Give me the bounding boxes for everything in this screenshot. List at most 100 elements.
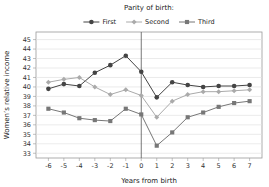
data-point (62, 82, 67, 87)
data-point (232, 88, 237, 93)
y-tick-label: 38 (23, 102, 31, 110)
x-axis-label: Years from birth (120, 177, 177, 185)
y-tick-label: 45 (23, 36, 31, 44)
data-point (62, 110, 66, 114)
grid-line (36, 58, 262, 59)
legend-label: Third (197, 18, 215, 26)
data-point (92, 84, 97, 89)
data-point (46, 87, 51, 92)
data-point (93, 70, 98, 75)
x-tick (172, 158, 173, 161)
x-tick (156, 158, 157, 161)
y-tick-label: 42 (23, 64, 31, 72)
data-point (123, 87, 128, 92)
data-point (186, 115, 190, 119)
data-point (185, 92, 190, 97)
legend-item: Third (179, 18, 215, 26)
data-point (77, 84, 82, 89)
x-tick (249, 158, 250, 161)
grid-line (36, 39, 262, 40)
y-tick-label: 34 (23, 140, 31, 148)
y-tick (33, 49, 36, 50)
x-tick-label: 1 (155, 162, 159, 170)
x-tick-label: 4 (201, 162, 205, 170)
x-tick-label: -2 (107, 162, 113, 170)
x-tick-label: 6 (232, 162, 236, 170)
series-line (48, 101, 249, 146)
data-point (170, 99, 175, 104)
chart: 33343536373839404142434445-6-5-4-3-2-101… (0, 0, 269, 187)
x-tick (203, 158, 204, 161)
y-tick-label: 37 (23, 112, 31, 120)
legend: Parity of birth: First Second Third (83, 4, 214, 26)
data-point (201, 89, 206, 94)
grid-line (36, 77, 262, 78)
y-tick (33, 58, 36, 59)
grid-line (36, 124, 262, 125)
plot-area (46, 32, 252, 158)
data-point (46, 80, 51, 85)
data-point (201, 110, 205, 114)
y-tick (33, 68, 36, 69)
data-point (170, 130, 174, 134)
grid-line (36, 68, 262, 69)
y-tick (33, 77, 36, 78)
data-point (46, 107, 50, 111)
y-tick (33, 115, 36, 116)
x-tick-label: 0 (139, 162, 143, 170)
data-point (232, 101, 236, 105)
legend-label: Second (145, 18, 169, 26)
data-point (154, 95, 159, 100)
plot-frame (36, 32, 262, 158)
x-tick (218, 158, 219, 161)
data-point (77, 116, 81, 120)
y-tick (33, 86, 36, 87)
y-tick-label: 39 (23, 93, 31, 101)
data-point (123, 53, 128, 58)
data-point (247, 83, 252, 88)
grid-line (36, 143, 262, 144)
data-point (232, 84, 237, 89)
data-point (139, 93, 144, 98)
x-tick-label: 7 (248, 162, 252, 170)
data-point (108, 92, 113, 97)
data-point (108, 63, 113, 68)
data-point (77, 75, 82, 80)
grid-line (36, 134, 262, 135)
x-tick (94, 158, 95, 161)
legend-item: First (83, 18, 116, 26)
data-point (216, 89, 221, 94)
y-tick-label: 41 (23, 74, 31, 82)
x-tick (141, 158, 142, 161)
x-tick-label: 5 (217, 162, 221, 170)
legend-title: Parity of birth: (124, 4, 174, 12)
data-point (61, 77, 66, 82)
x-tick (234, 158, 235, 161)
grid-line (36, 96, 262, 97)
y-tick (33, 96, 36, 97)
data-point (217, 105, 221, 109)
data-point (139, 69, 144, 74)
data-point (154, 115, 159, 120)
y-tick (33, 134, 36, 135)
y-tick-label: 43 (23, 55, 31, 63)
x-tick-label: -1 (123, 162, 129, 170)
y-tick-label: 36 (23, 121, 31, 129)
x-tick (125, 158, 126, 161)
data-point (201, 85, 206, 90)
x-tick-label: -5 (61, 162, 67, 170)
x-tick (63, 158, 64, 161)
y-tick (33, 124, 36, 125)
data-point (124, 107, 128, 111)
y-tick-label: 33 (23, 150, 31, 158)
grid-line (36, 49, 262, 50)
x-tick-label: 3 (186, 162, 190, 170)
data-point (139, 112, 143, 116)
y-tick (33, 143, 36, 144)
x-tick-label: -6 (45, 162, 51, 170)
legend-marker (89, 20, 94, 25)
x-tick-label: -4 (76, 162, 82, 170)
grid-line (36, 86, 262, 87)
y-tick (33, 39, 36, 40)
data-point (216, 84, 221, 89)
